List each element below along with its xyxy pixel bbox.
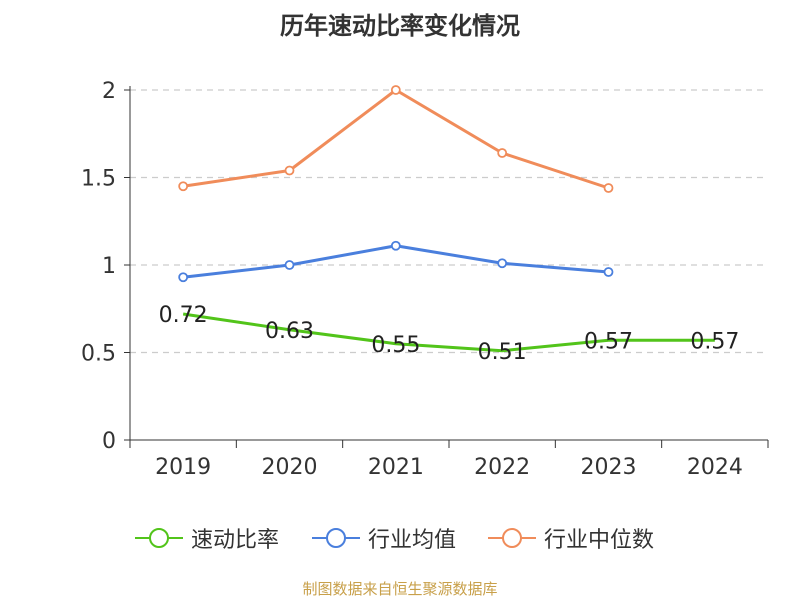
series-point bbox=[603, 183, 614, 193]
series-point bbox=[603, 267, 614, 277]
series-point bbox=[390, 85, 401, 95]
data-label: 0.55 bbox=[371, 333, 420, 358]
source-note: 制图数据来自恒生聚源数据库 bbox=[302, 580, 498, 598]
series-point bbox=[497, 148, 508, 158]
y-tick-label: 0.5 bbox=[81, 342, 116, 367]
legend-item-quick-ratio[interactable]: 速动比率 bbox=[135, 518, 279, 558]
y-tick-label: 2 bbox=[102, 79, 116, 104]
data-label: 0.63 bbox=[265, 319, 314, 344]
x-tick-label: 2021 bbox=[368, 455, 424, 480]
series-point bbox=[284, 260, 295, 270]
legend-label-industry-median: 行业中位数 bbox=[544, 528, 655, 553]
legend-marker-industry-mean bbox=[312, 528, 360, 548]
series bbox=[178, 85, 715, 353]
y-tick-label: 1.5 bbox=[81, 167, 116, 192]
legend-marker-industry-median bbox=[488, 528, 536, 548]
legend-item-industry-median[interactable]: 行业中位数 bbox=[488, 518, 654, 558]
series-point bbox=[178, 181, 189, 192]
series-line bbox=[182, 312, 715, 353]
y-tick-label: 0 bbox=[102, 429, 116, 454]
chart-title: 历年速动比率变化情况 bbox=[280, 12, 520, 40]
series-point bbox=[390, 240, 401, 251]
x-tick-label: 2024 bbox=[687, 455, 743, 480]
data-labels: 0.72 0.63 0.55 0.51 0.57 0.57 bbox=[159, 303, 740, 365]
series-point bbox=[497, 258, 508, 269]
data-label: 0.72 bbox=[159, 303, 208, 328]
x-tick-label: 2022 bbox=[474, 455, 530, 480]
x-tick-label: 2023 bbox=[581, 455, 637, 480]
series-point bbox=[178, 272, 189, 283]
grid-lines bbox=[130, 89, 768, 354]
x-tick-label: 2020 bbox=[262, 455, 318, 480]
series-point bbox=[284, 165, 295, 176]
data-label: 0.57 bbox=[584, 329, 633, 354]
y-tick-label: 1 bbox=[102, 254, 116, 279]
legend-item-industry-mean[interactable]: 行业均值 bbox=[312, 518, 456, 558]
x-tick-label: 2019 bbox=[155, 455, 211, 480]
legend: 速动比率 行业均值 行业中位数 bbox=[0, 518, 800, 558]
series-line bbox=[182, 88, 609, 190]
legend-label-industry-mean: 行业均值 bbox=[368, 528, 457, 553]
data-label: 0.51 bbox=[478, 340, 527, 365]
legend-marker-quick-ratio bbox=[135, 528, 183, 548]
legend-label-quick-ratio: 速动比率 bbox=[191, 528, 280, 553]
data-label: 0.57 bbox=[690, 329, 739, 354]
